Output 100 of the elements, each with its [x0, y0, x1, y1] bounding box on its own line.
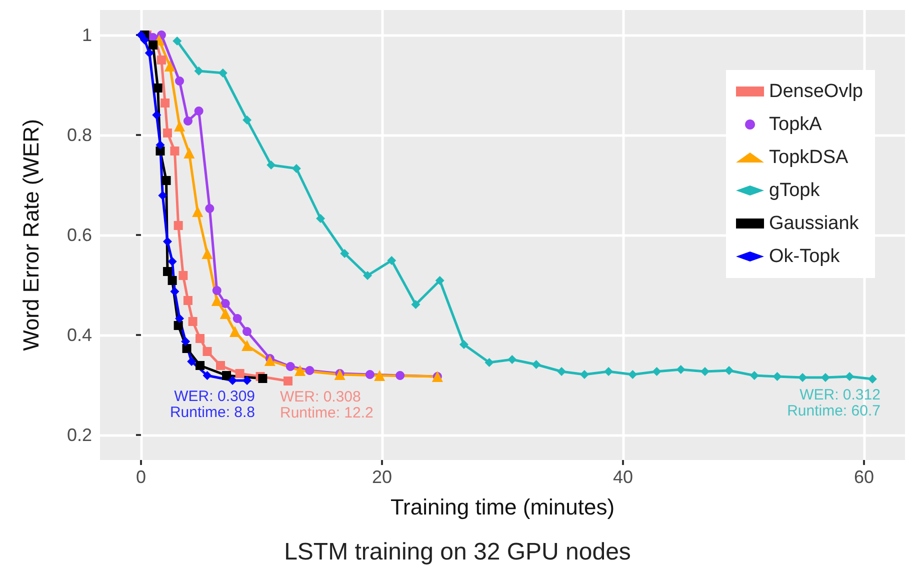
- point: [174, 221, 183, 230]
- point: [232, 314, 242, 323]
- point: [156, 56, 166, 64]
- point: [202, 347, 212, 356]
- point: [188, 317, 198, 326]
- point: [411, 300, 420, 309]
- point: [435, 276, 444, 285]
- point: [182, 344, 192, 353]
- point: [170, 146, 180, 156]
- y-tick-label: 1: [82, 25, 92, 45]
- x-axis-title: Training time (minutes): [390, 494, 615, 520]
- x-tick-label: 40: [612, 467, 634, 487]
- point: [580, 370, 589, 379]
- point: [387, 256, 396, 265]
- point: [305, 366, 314, 375]
- point: [194, 106, 204, 116]
- y-tick-label: 0.4: [66, 325, 92, 345]
- point: [484, 358, 494, 367]
- point: [286, 362, 295, 371]
- point: [172, 36, 182, 46]
- point: [772, 372, 782, 381]
- point: [266, 160, 276, 170]
- annotation: WER: 0.308 Runtime: 12.2: [280, 388, 374, 422]
- point: [374, 370, 386, 381]
- point: [152, 110, 162, 120]
- y-tick-label: 0.8: [66, 125, 92, 145]
- point: [292, 164, 301, 173]
- point: [144, 48, 154, 58]
- point: [162, 237, 172, 246]
- point: [178, 271, 188, 280]
- point: [700, 367, 710, 376]
- point: [235, 369, 244, 378]
- point: [184, 148, 195, 158]
- legend-label: Gaussiank: [769, 213, 860, 234]
- point: [724, 366, 734, 375]
- point: [162, 128, 172, 138]
- point: [365, 370, 374, 379]
- point: [196, 361, 205, 370]
- point: [218, 68, 228, 78]
- point: [181, 337, 190, 346]
- point: [168, 257, 177, 266]
- legend-label: DenseOvlp: [769, 81, 864, 102]
- point: [196, 334, 205, 343]
- point: [229, 326, 240, 337]
- point: [242, 340, 253, 351]
- text: LSTM training on 32 GPU nodes: [284, 538, 631, 566]
- point: [242, 116, 252, 124]
- point: [220, 299, 230, 308]
- point: [205, 204, 214, 213]
- point: [162, 267, 172, 276]
- y-tick-label: 0.6: [66, 225, 92, 245]
- point: [183, 296, 192, 305]
- point: [216, 361, 226, 370]
- point: [183, 116, 192, 126]
- point: [652, 367, 662, 376]
- point: [340, 249, 350, 258]
- point: [868, 374, 877, 384]
- point: [156, 140, 165, 150]
- point: [508, 355, 517, 364]
- point: [628, 370, 638, 379]
- point: [202, 371, 212, 380]
- point: [175, 314, 184, 323]
- x-tick-label: 20: [372, 467, 392, 487]
- point: [676, 365, 686, 374]
- legend-label: TopkDSA: [769, 147, 849, 168]
- y-axis-title: Word Error Rate (WER): [18, 119, 44, 351]
- point: [168, 276, 177, 285]
- point: [316, 214, 326, 223]
- legend-label: Ok-Topk: [769, 246, 840, 267]
- annotation: WER: 0.312 Runtime: 60.7: [787, 386, 880, 420]
- point: [162, 176, 171, 185]
- point: [396, 371, 405, 380]
- point: [153, 84, 162, 92]
- point: [136, 30, 146, 40]
- point: [604, 367, 614, 376]
- point: [164, 60, 176, 72]
- point: [212, 286, 222, 295]
- point: [211, 295, 222, 306]
- point: [158, 191, 168, 200]
- point: [175, 76, 184, 86]
- point: [258, 374, 268, 383]
- point: [187, 357, 196, 366]
- point: [294, 365, 306, 376]
- point: [283, 376, 292, 386]
- annotation: WER: 0.309 Runtime: 8.8: [170, 388, 256, 421]
- point: [170, 287, 180, 296]
- point: [222, 371, 232, 380]
- point: [459, 340, 468, 349]
- x-tick-label: 60: [854, 467, 874, 487]
- point: [557, 367, 566, 376]
- point: [192, 206, 204, 217]
- point: [194, 66, 204, 76]
- point: [242, 327, 252, 336]
- legend-label: TopkA: [769, 114, 822, 135]
- point: [140, 36, 150, 44]
- point: [220, 308, 231, 319]
- point: [363, 271, 372, 280]
- point: [532, 360, 541, 369]
- point: [174, 120, 186, 132]
- point: [845, 372, 854, 381]
